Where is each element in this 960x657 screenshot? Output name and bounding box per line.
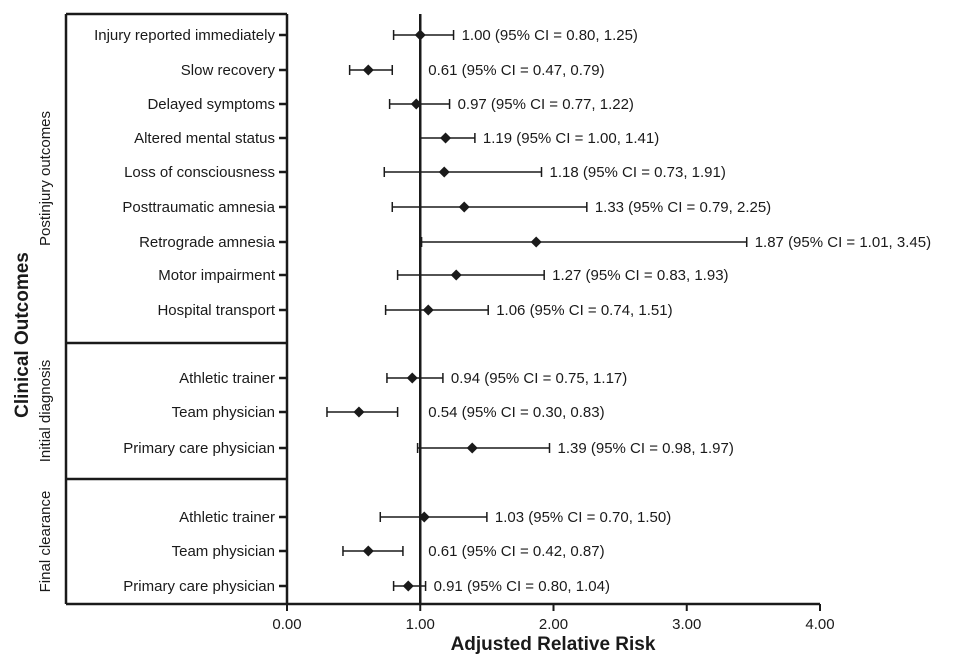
row-label: Motor impairment (158, 267, 276, 284)
forest-row: Primary care physician 1.39 (95% CI = 0.9… (123, 440, 734, 457)
forest-row: Athletic trainer 1.03 (95% CI = 0.70, 1.5… (179, 509, 671, 526)
group-label: Final clearance (37, 491, 54, 593)
row-label: Delayed symptoms (147, 96, 275, 113)
forest-row: Loss of consciousness 1.18 (95% CI = 0.73… (124, 164, 726, 181)
row-label: Posttraumatic amnesia (122, 199, 275, 216)
rows: Injury reported immediately 1.00 (95% CI … (94, 27, 931, 595)
forest-row: Posttraumatic amnesia 1.33 (95% CI = 0.79… (122, 199, 771, 216)
x-axis-title: Adjusted Relative Risk (451, 634, 656, 655)
row-label: Slow recovery (181, 62, 276, 79)
point-estimate (362, 64, 374, 76)
forest-row: Athletic trainer 0.94 (95% CI = 0.75, 1.1… (179, 370, 627, 387)
estimate-label: 1.00 (95% CI = 0.80, 1.25) (462, 27, 638, 44)
estimate-label: 1.39 (95% CI = 0.98, 1.97) (558, 440, 734, 457)
point-estimate (353, 406, 365, 418)
x-tick-label: 0.00 (272, 616, 301, 633)
row-label: Hospital transport (157, 302, 275, 319)
group-labels: Postinjury outcomes Initial diagnosis Fina… (37, 111, 54, 592)
point-estimate (410, 98, 422, 110)
row-label: Team physician (172, 404, 275, 421)
row-label: Injury reported immediately (94, 27, 275, 44)
forest-row: Primary care physician 0.91 (95% CI = 0.8… (123, 578, 610, 595)
row-label: Retrograde amnesia (139, 234, 276, 251)
row-label: Primary care physician (123, 440, 275, 457)
point-estimate (530, 236, 542, 248)
estimate-label: 1.87 (95% CI = 1.01, 3.45) (755, 234, 931, 251)
estimate-label: 1.19 (95% CI = 1.00, 1.41) (483, 130, 659, 147)
forest-row: Hospital transport 1.06 (95% CI = 0.74, 1… (157, 302, 672, 319)
x-axis: 0.00 1.00 2.00 3.00 4.00 (272, 604, 835, 633)
row-label: Altered mental status (134, 130, 275, 147)
estimate-label: 1.06 (95% CI = 0.74, 1.51) (496, 302, 672, 319)
estimate-label: 0.97 (95% CI = 0.77, 1.22) (458, 96, 634, 113)
point-estimate (362, 545, 374, 557)
x-tick-label: 3.00 (672, 616, 701, 633)
point-estimate (418, 511, 430, 523)
forest-row: Slow recovery 0.61 (95% CI = 0.47, 0.79) (181, 62, 605, 79)
group-label: Initial diagnosis (37, 360, 54, 463)
row-label: Team physician (172, 543, 275, 560)
forest-row: Injury reported immediately 1.00 (95% CI … (94, 27, 638, 44)
forest-row: Motor impairment 1.27 (95% CI = 0.83, 1.9… (158, 267, 728, 284)
forest-row: Retrograde amnesia 1.87 (95% CI = 1.01, 3… (139, 234, 931, 251)
estimate-label: 0.94 (95% CI = 0.75, 1.17) (451, 370, 627, 387)
x-tick-label: 1.00 (406, 616, 435, 633)
estimate-label: 0.61 (95% CI = 0.42, 0.87) (428, 543, 604, 560)
point-estimate (406, 372, 418, 384)
estimate-label: 1.18 (95% CI = 0.73, 1.91) (550, 164, 726, 181)
point-estimate (414, 29, 426, 41)
point-estimate (422, 304, 434, 316)
row-label: Athletic trainer (179, 509, 275, 526)
point-estimate (450, 269, 462, 281)
point-estimate (438, 166, 450, 178)
x-tick-label: 2.00 (539, 616, 568, 633)
point-estimate (402, 580, 414, 592)
y-axis-title: Clinical Outcomes (12, 252, 33, 418)
forest-row: Altered mental status 1.19 (95% CI = 1.00… (134, 130, 659, 147)
point-estimate (466, 442, 478, 454)
estimate-label: 0.54 (95% CI = 0.30, 0.83) (428, 404, 604, 421)
row-label: Loss of consciousness (124, 164, 275, 181)
estimate-label: 1.27 (95% CI = 0.83, 1.93) (552, 267, 728, 284)
point-estimate (440, 132, 452, 144)
forest-row: Delayed symptoms 0.97 (95% CI = 0.77, 1.2… (147, 96, 633, 113)
row-label: Primary care physician (123, 578, 275, 595)
estimate-label: 0.91 (95% CI = 0.80, 1.04) (434, 578, 610, 595)
forest-row: Team physician 0.61 (95% CI = 0.42, 0.87) (172, 543, 605, 560)
estimate-label: 1.33 (95% CI = 0.79, 2.25) (595, 199, 771, 216)
x-tick-label: 4.00 (805, 616, 834, 633)
forest-row: Team physician 0.54 (95% CI = 0.30, 0.83) (172, 404, 605, 421)
group-label: Postinjury outcomes (37, 111, 54, 246)
point-estimate (458, 201, 470, 213)
row-label: Athletic trainer (179, 370, 275, 387)
estimate-label: 1.03 (95% CI = 0.70, 1.50) (495, 509, 671, 526)
estimate-label: 0.61 (95% CI = 0.47, 0.79) (428, 62, 604, 79)
